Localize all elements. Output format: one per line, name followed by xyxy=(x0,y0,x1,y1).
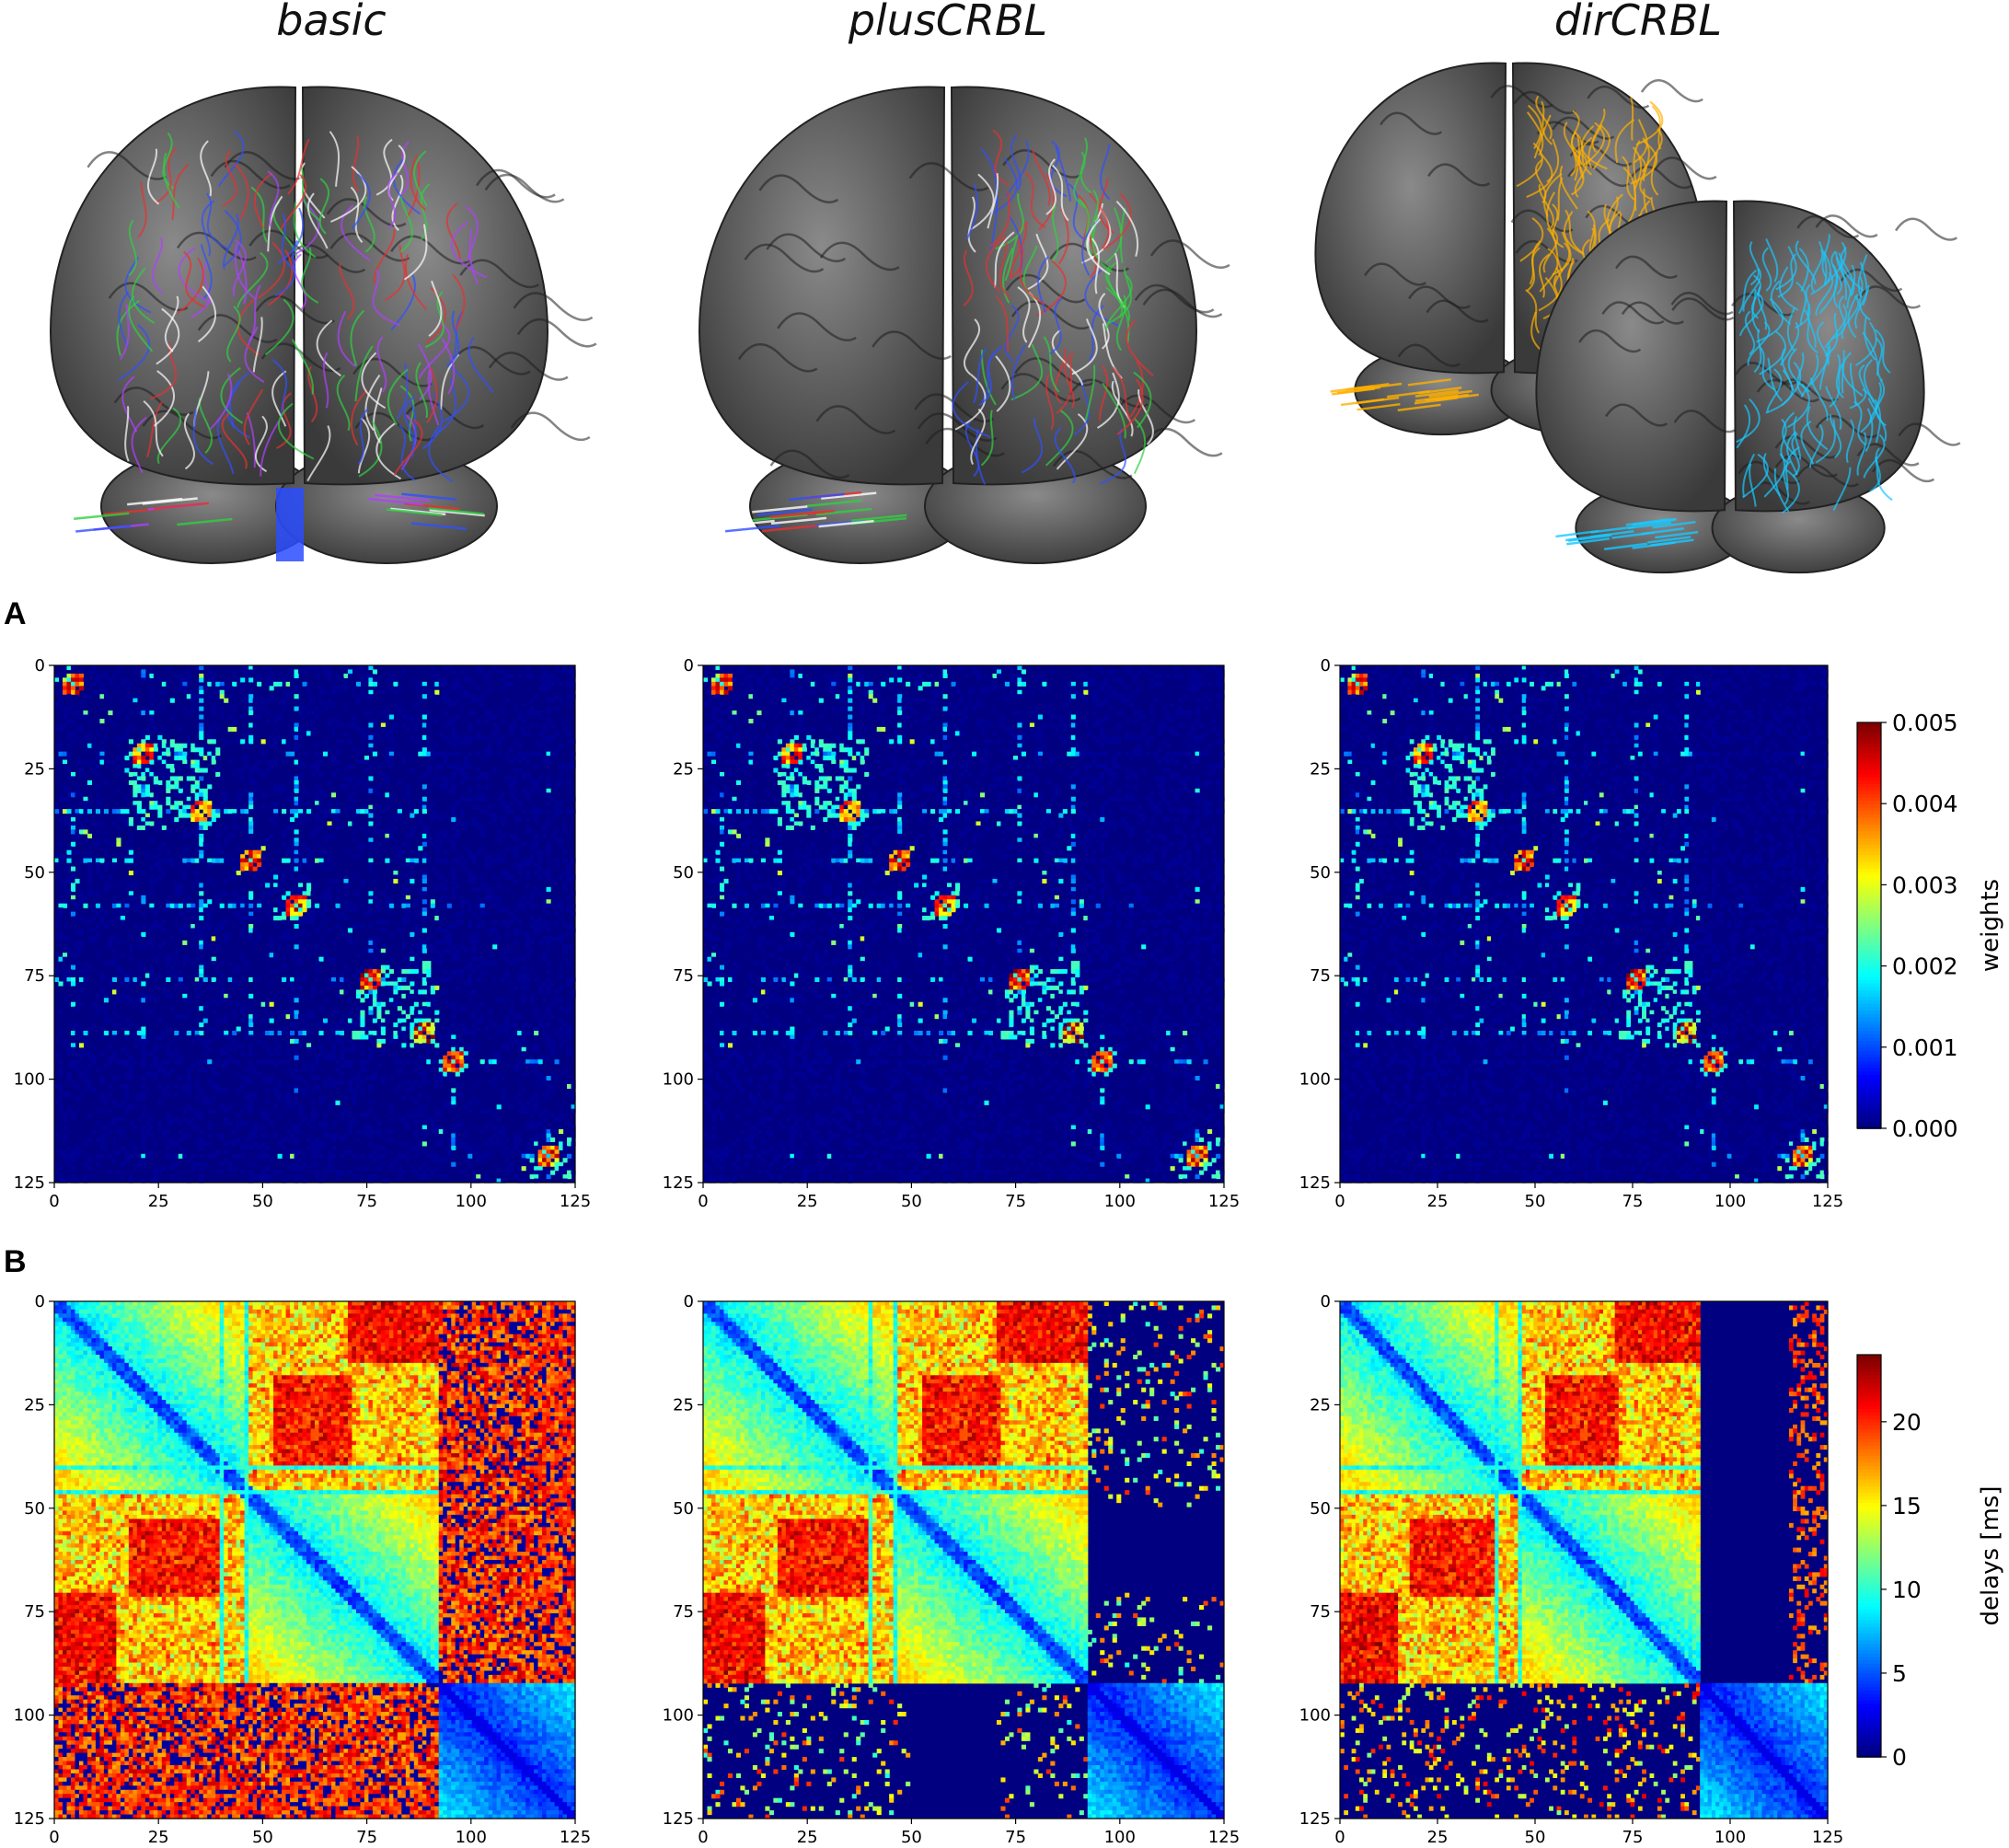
x-tick-label: 25 xyxy=(797,1828,818,1847)
y-tick-label: 25 xyxy=(673,1395,694,1415)
x-tick-label: 75 xyxy=(356,1192,377,1211)
colorbar-b: 0 5 10 15 20 delays [ms] xyxy=(1857,1355,2004,1771)
colorbar-tick-label: 10 xyxy=(1892,1577,1922,1603)
y-tick-label: 0 xyxy=(1321,656,1331,676)
y-tick-label: 75 xyxy=(673,1602,694,1622)
y-tick-label: 0 xyxy=(684,656,694,676)
x-tick-label: 25 xyxy=(1427,1828,1449,1847)
colorbar-tick-label: 20 xyxy=(1892,1409,1922,1436)
colorbar-a: 0.000 0.001 0.002 0.003 0.004 0.005 weights xyxy=(1857,710,2004,1142)
colorbar-tick-label: 15 xyxy=(1892,1493,1922,1519)
y-tick-label: 50 xyxy=(1310,863,1331,883)
colorbar-tick-label: 5 xyxy=(1892,1660,1907,1687)
x-tick-label: 75 xyxy=(1005,1192,1026,1211)
x-tick-label: 0 xyxy=(49,1828,59,1847)
y-tick-label: 100 xyxy=(1299,1706,1331,1726)
x-tick-label: 125 xyxy=(560,1828,591,1847)
x-tick-label: 100 xyxy=(1104,1828,1136,1847)
colorbar-tick-label: 0.001 xyxy=(1892,1034,1958,1061)
x-tick-label: 25 xyxy=(1427,1192,1449,1211)
y-tick-label: 75 xyxy=(673,966,694,986)
y-tick-label: 50 xyxy=(673,1499,694,1519)
x-tick-label: 25 xyxy=(148,1828,169,1847)
x-tick-label: 0 xyxy=(49,1192,59,1211)
y-tick-label: 75 xyxy=(24,1602,45,1622)
x-tick-label: 100 xyxy=(1715,1828,1746,1847)
y-tick-label: 0 xyxy=(35,656,45,676)
y-tick-label: 100 xyxy=(663,1070,694,1090)
x-tick-label: 75 xyxy=(356,1828,377,1847)
x-tick-label: 75 xyxy=(1622,1828,1644,1847)
x-tick-label: 125 xyxy=(560,1192,591,1211)
colorbar-tick-label: 0.005 xyxy=(1892,710,1958,736)
x-tick-label: 75 xyxy=(1005,1828,1026,1847)
x-tick-label: 75 xyxy=(1622,1192,1644,1211)
colorbar-tick-label: 0.003 xyxy=(1892,872,1958,898)
y-tick-label: 125 xyxy=(663,1809,694,1829)
x-tick-label: 50 xyxy=(901,1828,922,1847)
y-tick-label: 125 xyxy=(14,1809,45,1829)
y-tick-label: 100 xyxy=(14,1070,45,1090)
y-tick-label: 0 xyxy=(35,1292,45,1311)
y-tick-label: 100 xyxy=(1299,1070,1331,1090)
y-tick-label: 25 xyxy=(1310,759,1331,779)
x-tick-label: 50 xyxy=(1525,1828,1546,1847)
colorbar-tick-label: 0.000 xyxy=(1892,1115,1958,1142)
y-tick-label: 125 xyxy=(14,1173,45,1193)
x-tick-label: 125 xyxy=(1812,1192,1843,1211)
colorbar-tick-label: 0.002 xyxy=(1892,953,1958,980)
x-tick-label: 50 xyxy=(1525,1192,1546,1211)
colorbar-tick-label: 0 xyxy=(1892,1744,1907,1771)
y-tick-label: 0 xyxy=(1321,1292,1331,1311)
y-tick-label: 125 xyxy=(1299,1809,1331,1829)
y-tick-label: 100 xyxy=(14,1706,45,1726)
x-tick-label: 25 xyxy=(797,1192,818,1211)
y-tick-label: 50 xyxy=(24,863,45,883)
x-tick-label: 100 xyxy=(456,1828,487,1847)
x-tick-label: 0 xyxy=(698,1828,708,1847)
x-tick-label: 0 xyxy=(1334,1192,1345,1211)
x-tick-label: 50 xyxy=(901,1192,922,1211)
heatmap-cells xyxy=(54,1301,576,1819)
y-tick-label: 25 xyxy=(673,759,694,779)
y-tick-label: 75 xyxy=(1310,966,1331,986)
x-tick-label: 125 xyxy=(1208,1192,1240,1211)
y-tick-label: 125 xyxy=(1299,1173,1331,1193)
y-tick-label: 100 xyxy=(663,1706,694,1726)
y-tick-label: 75 xyxy=(24,966,45,986)
x-tick-label: 100 xyxy=(456,1192,487,1211)
x-tick-label: 0 xyxy=(1334,1828,1345,1847)
x-tick-label: 100 xyxy=(1715,1192,1746,1211)
colorbar-label: delays [ms] xyxy=(1977,1485,2004,1625)
y-tick-label: 50 xyxy=(673,863,694,883)
colorbar-tick-label: 0.004 xyxy=(1892,791,1958,817)
y-tick-label: 25 xyxy=(1310,1395,1331,1415)
x-tick-label: 50 xyxy=(252,1192,273,1211)
x-tick-label: 25 xyxy=(148,1192,169,1211)
x-tick-label: 125 xyxy=(1812,1828,1843,1847)
y-tick-label: 50 xyxy=(1310,1499,1331,1519)
x-tick-label: 100 xyxy=(1104,1192,1136,1211)
y-tick-label: 75 xyxy=(1310,1602,1331,1622)
colorbar-label: weights xyxy=(1977,879,2004,972)
y-tick-label: 125 xyxy=(663,1173,694,1193)
y-tick-label: 25 xyxy=(24,759,45,779)
y-tick-label: 50 xyxy=(24,1499,45,1519)
y-tick-label: 0 xyxy=(684,1292,694,1311)
x-tick-label: 125 xyxy=(1208,1828,1240,1847)
x-tick-label: 0 xyxy=(698,1192,708,1211)
x-tick-label: 50 xyxy=(252,1828,273,1847)
y-tick-label: 25 xyxy=(24,1395,45,1415)
